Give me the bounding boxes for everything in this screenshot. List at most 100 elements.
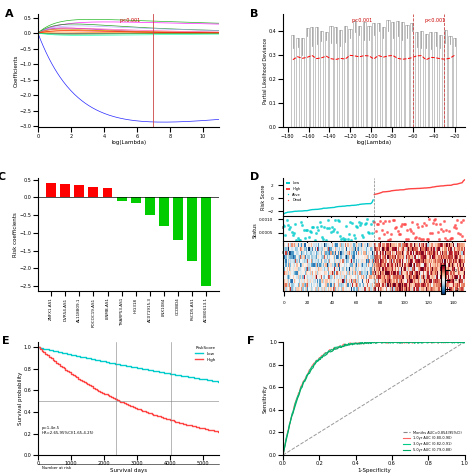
Point bbox=[339, 235, 346, 242]
Bar bbox=[102, 188, 112, 198]
Bar bbox=[405, 25, 409, 127]
Point bbox=[341, 235, 349, 242]
Bar bbox=[339, 30, 342, 127]
Y-axis label: Risk Score: Risk Score bbox=[261, 184, 266, 210]
Point bbox=[362, 219, 370, 227]
Point bbox=[299, 222, 306, 229]
Point bbox=[397, 222, 405, 230]
Point bbox=[301, 235, 309, 242]
Point bbox=[281, 223, 288, 230]
Bar bbox=[131, 198, 141, 203]
Point bbox=[402, 235, 410, 242]
Point bbox=[445, 227, 453, 234]
Point bbox=[357, 219, 365, 227]
Text: C: C bbox=[0, 173, 6, 182]
X-axis label: Survival days: Survival days bbox=[110, 468, 147, 473]
Point bbox=[316, 219, 323, 226]
Point bbox=[442, 226, 450, 234]
Point bbox=[416, 235, 423, 242]
Point bbox=[365, 228, 372, 236]
Point bbox=[406, 225, 413, 233]
Bar bbox=[117, 198, 127, 201]
Point bbox=[295, 236, 302, 243]
Point bbox=[361, 221, 368, 228]
Point bbox=[282, 231, 289, 238]
Point bbox=[379, 219, 387, 227]
Point bbox=[305, 233, 312, 241]
Point bbox=[444, 237, 451, 244]
Point bbox=[390, 217, 398, 224]
Point bbox=[450, 223, 457, 230]
Text: D: D bbox=[250, 173, 260, 182]
Point bbox=[457, 218, 465, 226]
Bar bbox=[439, 35, 442, 127]
Y-axis label: Coefficients: Coefficients bbox=[13, 55, 18, 87]
Point bbox=[334, 216, 342, 224]
Point bbox=[395, 230, 402, 238]
Point bbox=[389, 217, 396, 224]
Point bbox=[456, 231, 464, 238]
Point bbox=[458, 232, 466, 239]
Point bbox=[337, 235, 345, 243]
Point bbox=[355, 218, 362, 226]
Text: A: A bbox=[5, 9, 14, 18]
Point bbox=[290, 229, 298, 237]
Legend: Low, High, Alive, Dead: Low, High, Alive, Dead bbox=[285, 180, 303, 204]
Point bbox=[400, 220, 407, 228]
Point bbox=[430, 217, 438, 224]
Point bbox=[367, 220, 374, 228]
Point bbox=[368, 229, 376, 237]
Point bbox=[417, 235, 424, 243]
Point bbox=[419, 235, 427, 243]
Bar bbox=[353, 20, 356, 127]
Point bbox=[431, 216, 439, 223]
Point bbox=[366, 229, 374, 237]
Point bbox=[394, 227, 401, 235]
Point bbox=[322, 236, 329, 244]
Point bbox=[413, 220, 421, 228]
Point bbox=[351, 234, 359, 242]
Legend: Months AUC=0.854(95%CI), 1.0yr AUC (0.80-0.90), 3.0yr AUC (0.82-0.91), 5.0yr AUC: Months AUC=0.854(95%CI), 1.0yr AUC (0.80… bbox=[401, 429, 463, 453]
Point bbox=[360, 233, 367, 240]
Bar bbox=[453, 38, 456, 127]
Point bbox=[371, 219, 378, 226]
Bar bbox=[348, 29, 352, 127]
Bar bbox=[60, 184, 70, 198]
Bar bbox=[306, 28, 309, 127]
Point bbox=[461, 237, 468, 244]
Point bbox=[385, 218, 393, 225]
Y-axis label: Survival probability: Survival probability bbox=[18, 372, 23, 425]
Point bbox=[289, 231, 297, 239]
Point bbox=[332, 217, 339, 224]
Bar bbox=[187, 198, 197, 261]
Bar bbox=[46, 183, 56, 198]
Point bbox=[408, 218, 416, 225]
Point bbox=[292, 220, 299, 228]
Point bbox=[420, 219, 428, 227]
Bar bbox=[173, 198, 183, 240]
Point bbox=[410, 229, 417, 237]
Point bbox=[330, 225, 338, 233]
Point bbox=[380, 230, 388, 237]
Bar bbox=[396, 21, 399, 127]
Point bbox=[399, 221, 406, 228]
Bar bbox=[296, 38, 299, 127]
Point bbox=[427, 229, 434, 237]
Point bbox=[312, 229, 319, 237]
Point bbox=[414, 224, 422, 231]
Point bbox=[298, 219, 305, 226]
Point bbox=[437, 220, 444, 228]
Legend: Low, High: Low, High bbox=[193, 344, 218, 364]
Bar bbox=[301, 38, 304, 127]
Point bbox=[340, 237, 348, 244]
Point bbox=[286, 224, 294, 231]
Point bbox=[328, 223, 336, 230]
Point bbox=[285, 225, 293, 232]
Bar bbox=[391, 22, 394, 127]
X-axis label: log(Lambda): log(Lambda) bbox=[111, 140, 146, 145]
Bar bbox=[382, 27, 385, 127]
Point bbox=[358, 231, 366, 238]
Point bbox=[356, 221, 364, 228]
Point bbox=[377, 218, 384, 225]
Point bbox=[455, 229, 462, 237]
